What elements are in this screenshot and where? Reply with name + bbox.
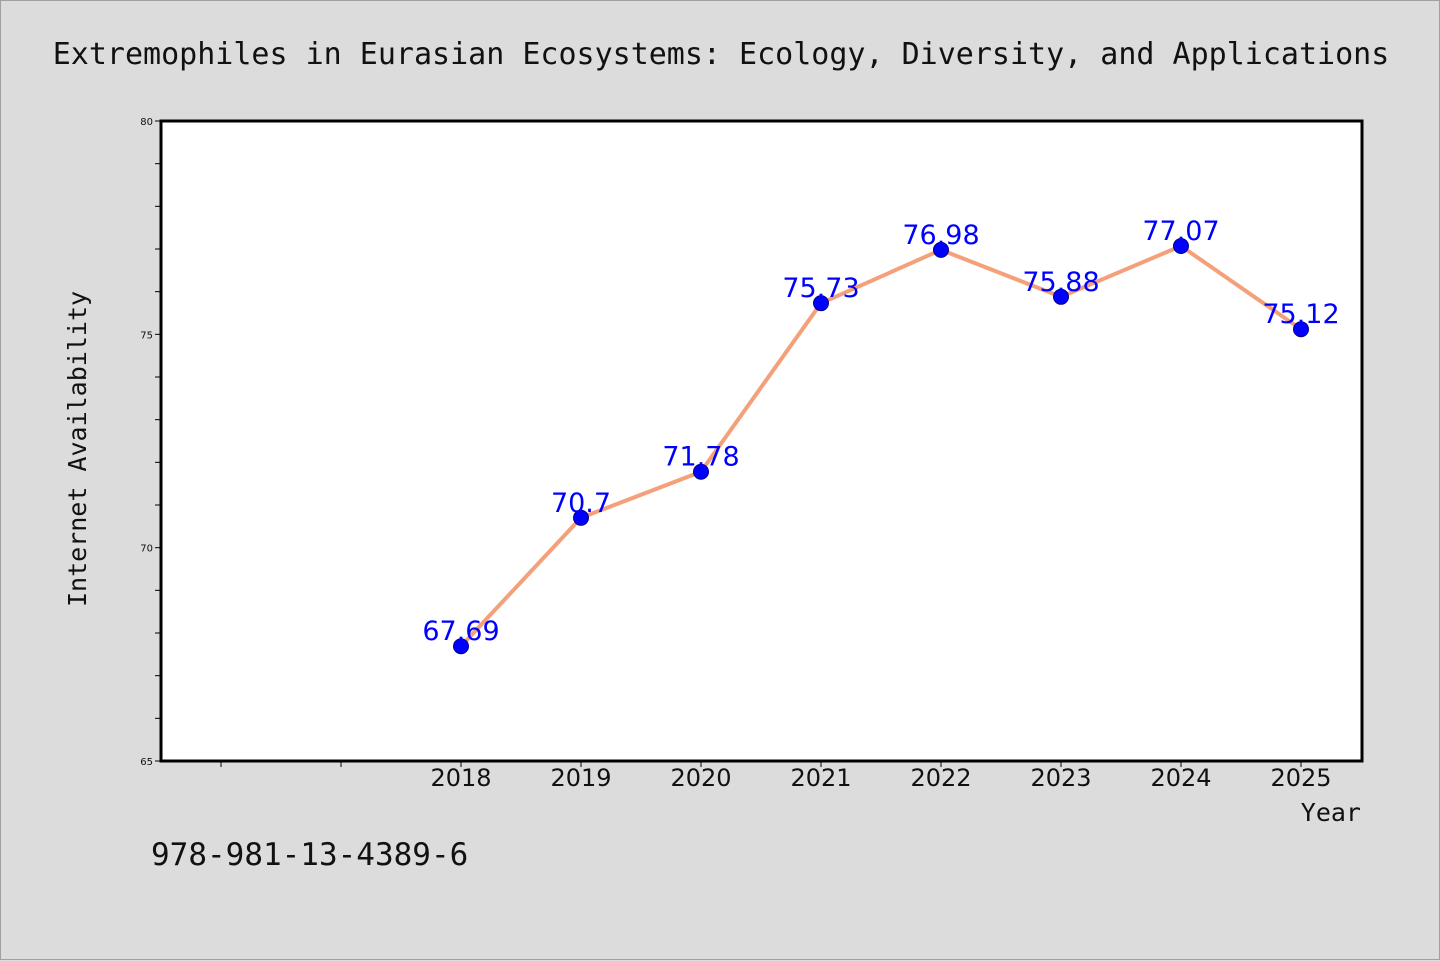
data-point-marker bbox=[453, 638, 469, 655]
data-point-marker bbox=[933, 241, 949, 258]
x-tick-label: 2022 bbox=[910, 764, 971, 792]
data-label: 67.69 bbox=[422, 616, 499, 647]
y-tick-label: 70 bbox=[140, 544, 153, 555]
data-label: 77.07 bbox=[1142, 216, 1219, 247]
data-label: 76.98 bbox=[902, 220, 979, 251]
data-point-marker bbox=[1173, 238, 1189, 255]
data-label: 75.12 bbox=[1262, 299, 1339, 330]
x-tick-label: 2024 bbox=[1150, 764, 1211, 792]
plot-area bbox=[159, 119, 1364, 763]
y-axis-label: Internet Availability bbox=[63, 291, 92, 607]
x-axis-label: Year bbox=[1301, 798, 1361, 827]
data-point-marker bbox=[1293, 321, 1309, 338]
x-tick-label: 2020 bbox=[670, 764, 731, 792]
x-tick-label: 2019 bbox=[550, 764, 611, 792]
y-tick-label: 65 bbox=[140, 757, 153, 768]
data-label: 75.73 bbox=[782, 273, 859, 304]
data-point-marker bbox=[1053, 288, 1069, 305]
isbn-text: 978-981-13-4389-6 bbox=[151, 837, 468, 873]
x-tick-label: 2018 bbox=[430, 764, 491, 792]
y-axis-ticks: 65 70 75 80 bbox=[140, 117, 161, 768]
x-tick-label: 2025 bbox=[1270, 764, 1331, 792]
data-point-marker bbox=[693, 463, 709, 480]
series-layer: 67.69 70.7 71.78 75.73 76.98 75.88 77.07 75.12 bbox=[422, 216, 1340, 655]
y-tick-label: 80 bbox=[140, 117, 153, 128]
data-label: 71.78 bbox=[662, 442, 739, 473]
data-point-marker bbox=[813, 295, 829, 312]
data-point-marker bbox=[573, 509, 589, 526]
series-line bbox=[459, 244, 1303, 648]
y-tick-label: 75 bbox=[140, 330, 153, 341]
x-tick-label: 2021 bbox=[790, 764, 851, 792]
x-tick-label: 2023 bbox=[1030, 764, 1091, 792]
x-axis-ticks: 2018 2019 2020 2021 2022 2023 2024 2025 bbox=[220, 761, 1332, 792]
data-label: 70.7 bbox=[551, 488, 611, 519]
data-label: 75.88 bbox=[1022, 267, 1099, 298]
chart-title: Extremophiles in Eurasian Ecosystems: Ec… bbox=[53, 37, 1390, 72]
